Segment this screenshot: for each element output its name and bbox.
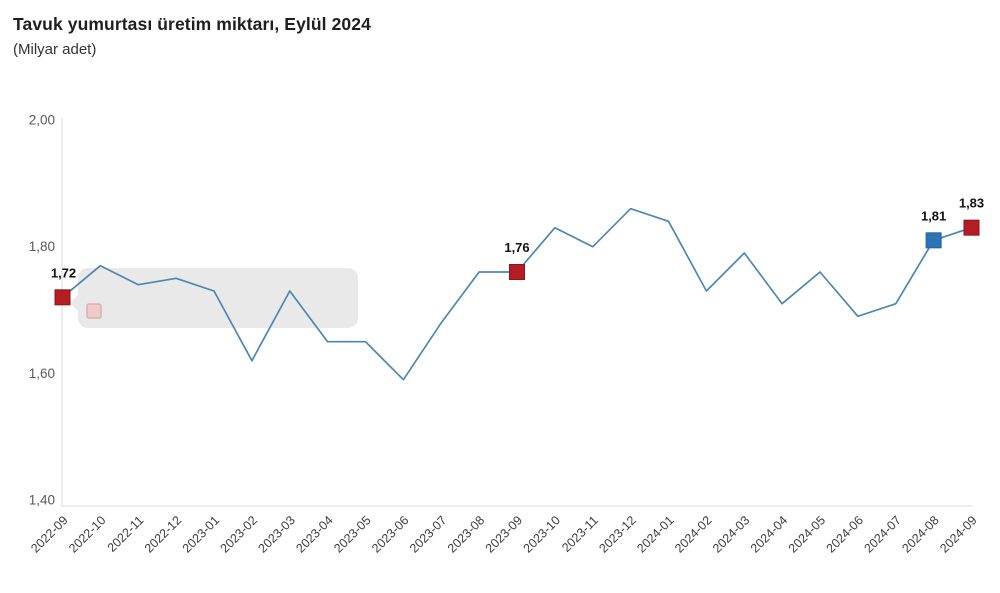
x-tick-label: 2022-12 bbox=[142, 513, 184, 555]
x-tick-label: 2023-10 bbox=[521, 513, 563, 555]
y-tick-label: 2,00 bbox=[29, 113, 55, 128]
faded-tooltip-tail bbox=[70, 293, 80, 313]
x-tick-label: 2024-03 bbox=[710, 513, 752, 555]
x-tick-label: 2023-01 bbox=[180, 513, 222, 555]
data-point-label-2022-09: 1,72 bbox=[51, 265, 76, 280]
data-point-marker-2024-08[interactable] bbox=[925, 232, 942, 249]
x-tick-label: 2024-05 bbox=[786, 513, 828, 555]
data-point-label-2023-09: 1,76 bbox=[504, 240, 529, 255]
faded-tooltip-marker bbox=[86, 303, 102, 319]
x-tick-label: 2024-07 bbox=[862, 513, 904, 555]
x-tick-label: 2023-07 bbox=[407, 513, 449, 555]
chart-subtitle: (Milyar adet) bbox=[13, 41, 97, 58]
x-tick-label: 2023-12 bbox=[596, 513, 638, 555]
x-tick-label: 2023-11 bbox=[559, 513, 601, 555]
data-point-label-2024-09: 1,83 bbox=[959, 196, 984, 211]
x-tick-label: 2024-04 bbox=[748, 513, 790, 555]
x-tick-label: 2023-03 bbox=[256, 513, 298, 555]
y-tick-label: 1,60 bbox=[29, 366, 55, 381]
x-tick-label: 2024-09 bbox=[937, 513, 979, 555]
y-tick-label: 1,80 bbox=[29, 239, 55, 254]
chart-header: Tavuk yumurtası üretim miktarı, Eylül 20… bbox=[13, 14, 371, 58]
x-tick-label: 2024-08 bbox=[899, 513, 941, 555]
chart-title: Tavuk yumurtası üretim miktarı, Eylül 20… bbox=[13, 14, 371, 34]
x-tick-label: 2023-08 bbox=[445, 513, 487, 555]
data-point-marker-2024-09[interactable] bbox=[963, 219, 980, 236]
x-tick-label: 2022-09 bbox=[28, 513, 70, 555]
x-tick-label: 2024-01 bbox=[634, 513, 676, 555]
x-tick-label: 2023-09 bbox=[483, 513, 525, 555]
x-tick-label: 2024-06 bbox=[824, 513, 866, 555]
x-tick-label: 2024-02 bbox=[672, 513, 714, 555]
x-tick-label: 2022-10 bbox=[66, 513, 108, 555]
x-tick-label: 2023-05 bbox=[331, 513, 373, 555]
x-tick-label: 2023-04 bbox=[293, 513, 335, 555]
x-tick-label: 2022-11 bbox=[105, 513, 147, 555]
y-tick-label: 1,40 bbox=[29, 493, 55, 508]
data-point-marker-2023-09[interactable] bbox=[509, 264, 525, 280]
x-tick-label: 2023-02 bbox=[218, 513, 260, 555]
data-point-label-2024-08: 1,81 bbox=[921, 208, 946, 223]
data-point-marker-2022-09[interactable] bbox=[54, 289, 71, 306]
x-tick-label: 2023-06 bbox=[369, 513, 411, 555]
